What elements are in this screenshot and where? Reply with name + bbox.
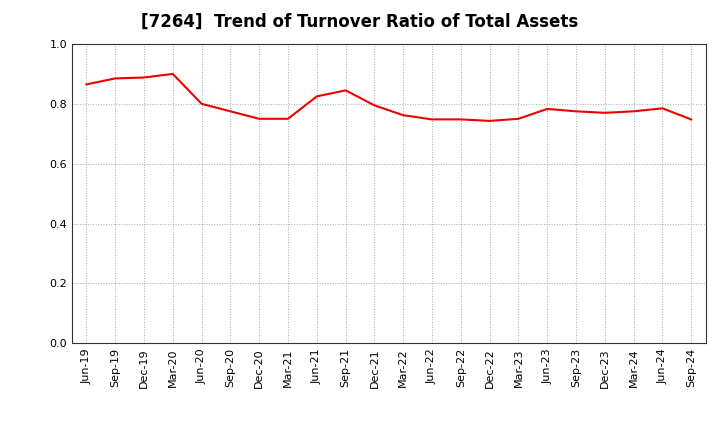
- Text: [7264]  Trend of Turnover Ratio of Total Assets: [7264] Trend of Turnover Ratio of Total …: [141, 13, 579, 31]
